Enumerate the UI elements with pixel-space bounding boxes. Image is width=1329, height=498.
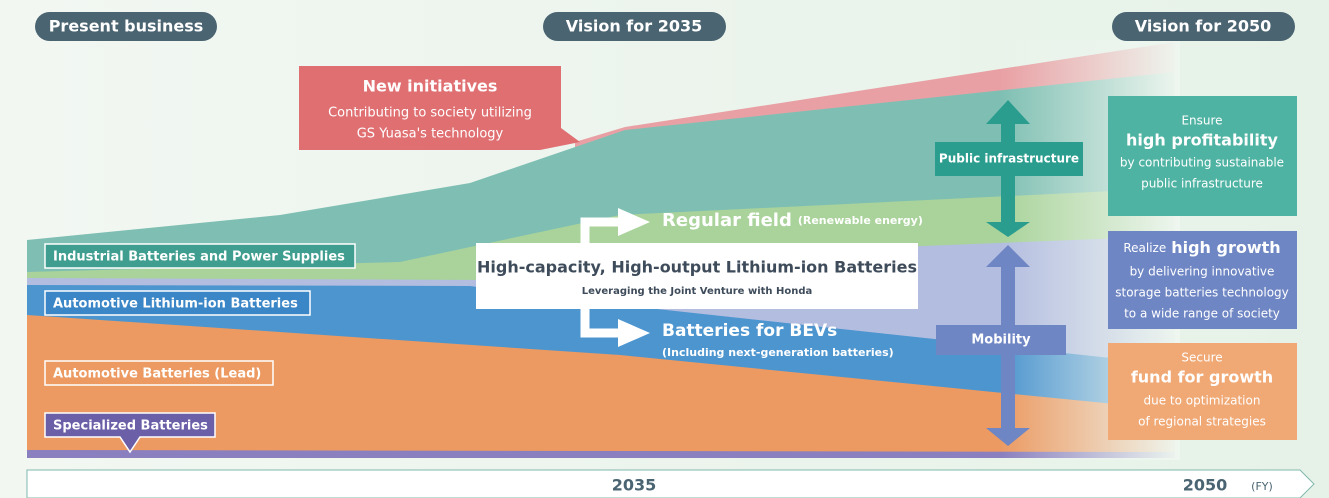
goal-text: to a wide range of society (1124, 307, 1280, 321)
arrow-head (986, 428, 1030, 446)
regular-field: Regular field (Renewable energy) (662, 210, 923, 231)
mobility: Mobility (971, 333, 1031, 348)
band-label-box (44, 412, 216, 454)
bev-title: Batteries for BEVs (662, 321, 837, 341)
arrow-head (618, 319, 650, 347)
header: Present business (49, 17, 204, 36)
public-infrastructure: Public infrastructure (939, 152, 1079, 166)
goal-key: high profitability (1126, 131, 1278, 150)
band-label: Specialized Batteries (53, 419, 208, 434)
goal-text: public infrastructure (1141, 177, 1263, 191)
goal-lead: Ensure (1181, 114, 1222, 128)
new-initiatives-text: Contributing to society utilizing (328, 106, 532, 121)
goal-lead: Secure (1181, 351, 1222, 365)
label-box (935, 142, 1083, 176)
goal-text: of regional strategies (1138, 415, 1266, 429)
goal-box (1108, 231, 1297, 329)
band-label-box (44, 243, 356, 269)
timeline (26, 469, 1315, 498)
band-label: Automotive Lithium-ion Batteries (53, 297, 298, 312)
goal-heading: Realize high growth (1123, 238, 1280, 257)
new-initiatives-title: New initiatives (363, 77, 498, 96)
band-lead (27, 315, 1175, 455)
goal-key: fund for growth (1131, 368, 1273, 387)
band-specialized (27, 450, 1175, 458)
timeline-year: 2035 (612, 476, 657, 495)
center-subtitle: Leveraging the Joint Venture with Honda (582, 286, 813, 297)
band-label-box (44, 290, 311, 316)
goal-text: by contributing sustainable (1120, 156, 1284, 170)
band-label: Industrial Batteries and Power Supplies (53, 250, 345, 265)
new-initiatives-box (299, 66, 580, 150)
header: Vision for 2050 (1135, 17, 1272, 36)
header-pill (543, 12, 726, 41)
arrow-head (618, 208, 650, 236)
arrow-head (986, 222, 1030, 237)
arrow-head (986, 100, 1030, 124)
arrow-head (986, 245, 1030, 267)
header: Vision for 2035 (566, 17, 703, 36)
new-initiatives-text: GS Yuasa's technology (357, 127, 504, 142)
band-label: Automotive Batteries (Lead) (53, 367, 261, 382)
band-label-box (44, 360, 274, 386)
goal-box (1108, 96, 1297, 216)
center-box (476, 243, 918, 309)
bracket (580, 300, 620, 338)
header-pill (35, 12, 217, 41)
label-box (936, 325, 1066, 355)
goal-box (1108, 343, 1297, 440)
center-title: High-capacity, High-output Lithium-ion B… (477, 258, 917, 277)
goal-text: storage batteries technology (1115, 286, 1289, 300)
goal-text: due to optimization (1144, 394, 1261, 408)
header-pill (1112, 12, 1295, 41)
bev-note: (Including next-generation batteries) (662, 346, 894, 359)
goal-text: by delivering innovative (1130, 265, 1275, 279)
timeline-year: 2050 (1183, 476, 1228, 495)
timeline-unit: (FY) (1251, 480, 1273, 493)
